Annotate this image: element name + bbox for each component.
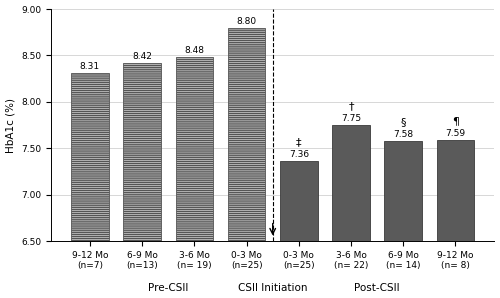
Text: 7.36: 7.36 (289, 150, 309, 159)
Text: §: § (400, 117, 406, 127)
Text: 8.31: 8.31 (80, 62, 100, 71)
Bar (124, 63, 161, 241)
Bar (384, 141, 422, 241)
Bar (176, 57, 213, 241)
Bar (436, 140, 474, 241)
Text: 8.80: 8.80 (236, 17, 256, 26)
Text: Post-CSII: Post-CSII (354, 283, 400, 293)
Text: ¶: ¶ (452, 116, 459, 126)
Bar (332, 125, 370, 241)
Text: 7.75: 7.75 (341, 114, 361, 123)
Bar (228, 28, 266, 241)
Text: 7.59: 7.59 (446, 129, 466, 138)
Text: CSII Initiation: CSII Initiation (238, 283, 308, 293)
Text: 8.42: 8.42 (132, 52, 152, 61)
Y-axis label: HbA1c (%): HbA1c (%) (6, 98, 16, 153)
Bar (71, 73, 108, 241)
Text: ‡: ‡ (296, 137, 302, 148)
Text: 8.48: 8.48 (184, 46, 204, 55)
Text: †: † (348, 101, 354, 111)
Text: 7.58: 7.58 (393, 130, 413, 139)
Bar (280, 161, 318, 241)
Text: Pre-CSII: Pre-CSII (148, 283, 188, 293)
